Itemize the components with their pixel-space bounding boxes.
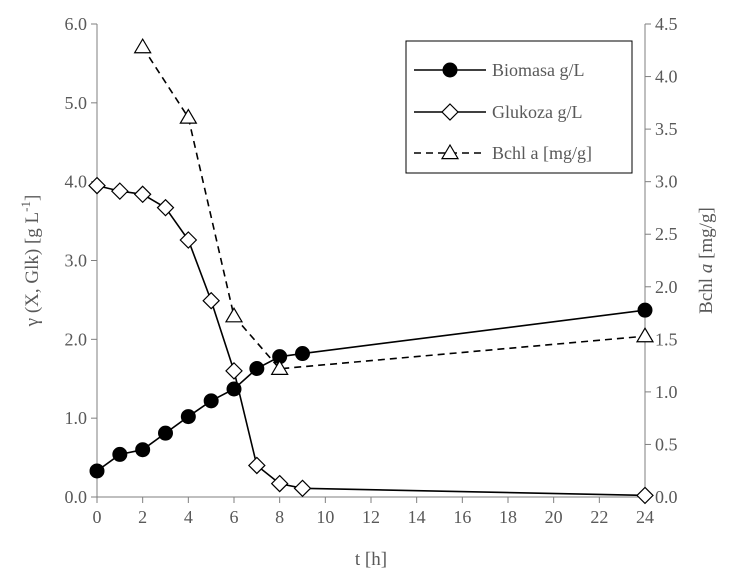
x-tick-label: 8 [275,507,284,527]
y2-tick-label: 1.0 [655,382,678,402]
y-axis-title-end: ] [22,195,43,201]
y-tick-label: 4.0 [65,172,88,192]
legend-marker [441,103,459,121]
x-tick-label: 24 [636,507,654,527]
data-point-biomasa-g-l [295,346,310,362]
data-point-glukoza-g-l [247,456,266,475]
legend-box [405,40,633,174]
x-tick-label: 2 [138,507,147,527]
y2-tick-label: 2.5 [655,224,678,244]
y-tick-label: 3.0 [65,251,88,271]
legend-item-glukoza-g-l: Glukoza g/L [414,102,582,122]
data-point-biomasa-g-l [89,463,105,479]
y-tick-label: 2.0 [65,329,88,349]
data-point-biomasa-g-l [112,446,128,462]
series-layer [88,37,655,505]
data-point-biomasa-g-l [203,393,219,409]
x-tick-label: 18 [499,507,517,527]
series-glukoza-g-l [88,176,654,505]
data-point-biomasa-g-l [249,361,265,377]
axes: 0 2 4 6 8 10 12 14 16 18 20 22 240.01.02.03.04.05.06… [18,14,717,570]
data-point-bchl-a-mg-g [270,359,289,375]
legend-item-bchl-a-mg-g: Bchl a [mg/g] [414,143,592,163]
data-point-glukoza-g-l [293,479,312,498]
data-point-glukoza-g-l [270,474,289,493]
data-point-bchl-a-mg-g [133,37,152,54]
y-tick-label: 0.0 [65,487,88,507]
data-point-biomasa-g-l [637,302,653,318]
y-tick-label: 6.0 [65,14,88,34]
legend: Biomasa g/L Glukoza g/L Bchl a [mg/g] [405,40,633,174]
x-tick-label: 16 [453,507,471,527]
x-tick-label: 14 [408,507,426,527]
data-point-glukoza-g-l [636,486,654,505]
x-tick-label: 0 [93,507,102,527]
x-tick-label: 12 [362,507,380,527]
y-tick-label: 5.0 [65,93,88,113]
legend-label: Biomasa g/L [492,60,585,80]
y2-axis-title-main: Bchl [696,273,717,314]
y2-tick-label: 2.0 [655,277,678,297]
y-axis-title: γ (X, Glk) [g L-1] [18,195,43,328]
y2-tick-label: 1.5 [655,329,678,349]
y2-tick-label: 3.5 [655,119,678,139]
y2-tick-label: 4.5 [655,14,678,34]
series-line-biomasa-g-l [96,309,646,472]
data-point-glukoza-g-l [179,231,198,249]
x-axis-title: t [h] [355,549,387,570]
x-tick-label: 22 [590,507,608,527]
series-line-glukoza-g-l [96,184,646,497]
data-point-glukoza-g-l [110,182,129,200]
y-axis-title-sup: -1 [18,201,33,212]
y-tick-label: 1.0 [65,408,88,428]
x-tick-label: 6 [230,507,239,527]
data-point-bchl-a-mg-g [179,108,198,124]
y2-tick-label: 4.0 [655,67,678,87]
x-tick-label: 20 [545,507,563,527]
legend-item-biomasa-g-l: Biomasa g/L [414,60,585,80]
y2-axis-title: Bchl a [mg/g] [696,207,717,314]
data-point-glukoza-g-l [225,362,243,380]
y2-tick-label: 0.5 [655,434,678,454]
x-tick-label: 10 [316,507,334,527]
data-point-bchl-a-mg-g [635,326,655,343]
legend-marker [440,143,460,160]
legend-items: Biomasa g/L Glukoza g/L Bchl a [mg/g] [414,60,592,163]
data-point-glukoza-g-l [202,291,221,310]
data-point-bchl-a-mg-g [224,307,244,323]
y-axis-title-main: γ (X, Glk) [g L [22,212,43,327]
data-point-glukoza-g-l [88,176,106,195]
y2-axis-title-end: [mg/g] [696,207,717,263]
legend-marker [442,62,458,78]
x-tick-label: 4 [184,507,193,527]
y2-axis-title-italic: a [696,264,717,274]
y2-tick-label: 3.0 [655,172,678,192]
legend-label: Bchl a [mg/g] [492,143,592,163]
data-point-biomasa-g-l [158,425,173,441]
series-bchl-a-mg-g [133,37,655,375]
data-point-biomasa-g-l [180,409,196,425]
series-biomasa-g-l [89,302,653,479]
data-point-glukoza-g-l [156,198,175,217]
data-point-biomasa-g-l [135,442,151,458]
legend-label: Glukoza g/L [492,102,582,122]
y2-tick-label: 0.0 [655,487,678,507]
data-point-glukoza-g-l [133,185,152,204]
